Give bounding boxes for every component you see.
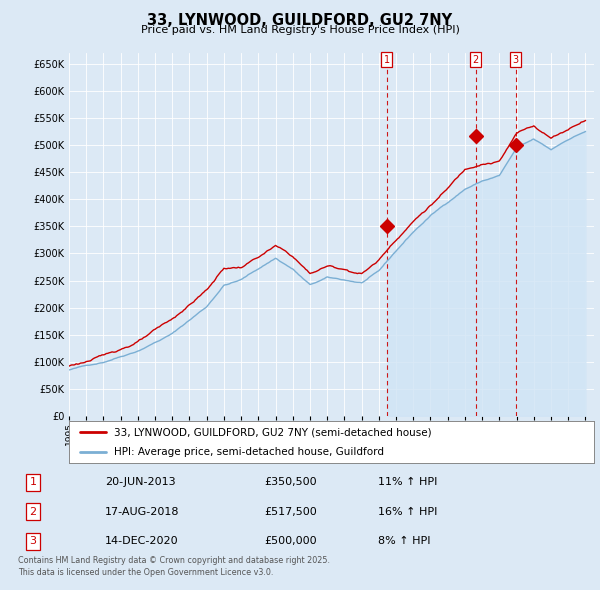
Text: 20-JUN-2013: 20-JUN-2013	[105, 477, 176, 487]
Text: 1: 1	[384, 55, 390, 64]
Text: Contains HM Land Registry data © Crown copyright and database right 2025.
This d: Contains HM Land Registry data © Crown c…	[18, 556, 330, 577]
Text: 1: 1	[29, 477, 37, 487]
Text: £517,500: £517,500	[264, 507, 317, 517]
Text: 3: 3	[512, 55, 519, 64]
Text: 11% ↑ HPI: 11% ↑ HPI	[378, 477, 437, 487]
Text: HPI: Average price, semi-detached house, Guildford: HPI: Average price, semi-detached house,…	[113, 447, 383, 457]
Text: Price paid vs. HM Land Registry's House Price Index (HPI): Price paid vs. HM Land Registry's House …	[140, 25, 460, 35]
Text: 17-AUG-2018: 17-AUG-2018	[105, 507, 179, 517]
Text: 16% ↑ HPI: 16% ↑ HPI	[378, 507, 437, 517]
Text: 14-DEC-2020: 14-DEC-2020	[105, 536, 179, 546]
Text: 2: 2	[473, 55, 479, 64]
Text: £500,000: £500,000	[264, 536, 317, 546]
Text: 33, LYNWOOD, GUILDFORD, GU2 7NY: 33, LYNWOOD, GUILDFORD, GU2 7NY	[148, 13, 452, 28]
Text: 2: 2	[29, 507, 37, 517]
Text: 8% ↑ HPI: 8% ↑ HPI	[378, 536, 431, 546]
Text: 33, LYNWOOD, GUILDFORD, GU2 7NY (semi-detached house): 33, LYNWOOD, GUILDFORD, GU2 7NY (semi-de…	[113, 427, 431, 437]
Text: £350,500: £350,500	[264, 477, 317, 487]
Text: 3: 3	[29, 536, 37, 546]
